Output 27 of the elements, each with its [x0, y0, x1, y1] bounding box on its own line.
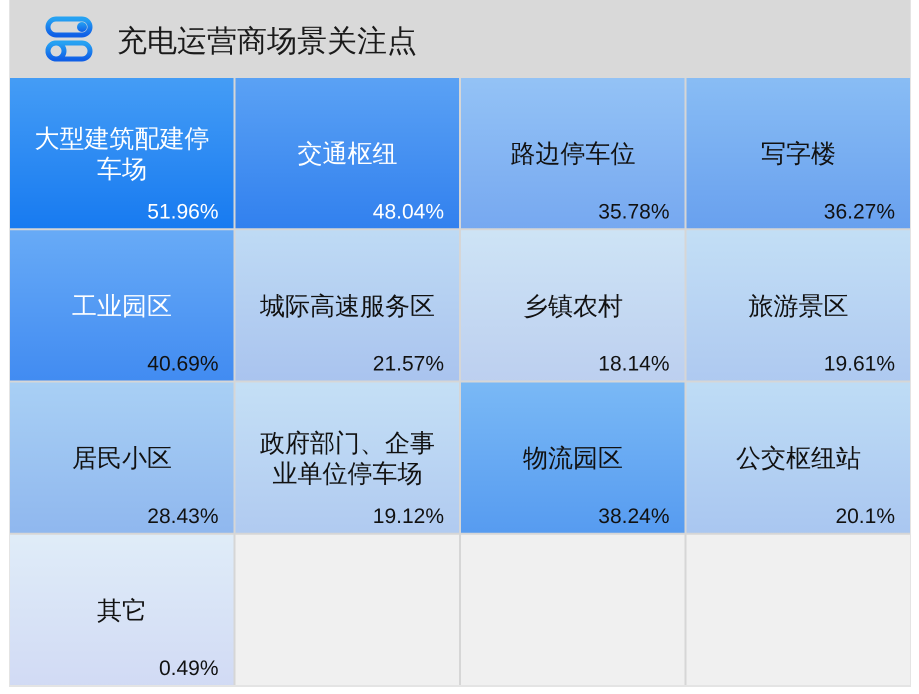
- data-label: 51.96%: [147, 200, 218, 224]
- data-label: 48.04%: [372, 200, 444, 224]
- category-label: 其它: [96, 596, 147, 625]
- category-label: 公交枢纽站: [736, 444, 861, 473]
- category-label: 工业园区: [72, 292, 172, 320]
- data-label: 36.27%: [824, 200, 895, 224]
- data-label: 38.24%: [598, 504, 670, 528]
- category-label: 政府部门、企事业单位停车场: [260, 429, 435, 488]
- data-label: 0.49%: [158, 657, 218, 680]
- text: 充电运营商场景关注点: [117, 25, 417, 58]
- category-label: 乡镇农村: [522, 292, 623, 320]
- data-label: 19.61%: [824, 352, 895, 376]
- category-label: 旅游景区: [748, 292, 848, 320]
- data-label: 40.69%: [147, 352, 218, 376]
- category-label: 写字楼: [760, 140, 836, 168]
- data-label: 35.78%: [598, 200, 670, 224]
- data-label: 18.14%: [598, 352, 670, 376]
- data-label: 19.12%: [372, 504, 444, 528]
- category-label: 交通枢纽: [297, 140, 398, 168]
- data-label: 20.1%: [835, 504, 895, 528]
- category-label: 路边停车位: [510, 140, 636, 168]
- category-label: 城际高速服务区: [258, 292, 435, 320]
- data-label: 28.43%: [147, 504, 218, 528]
- data-label: 21.57%: [372, 352, 444, 376]
- category-label: 大型建筑配建停车场: [34, 124, 210, 184]
- category-label: 居民小区: [72, 444, 172, 473]
- category-label: 物流园区: [522, 444, 623, 473]
